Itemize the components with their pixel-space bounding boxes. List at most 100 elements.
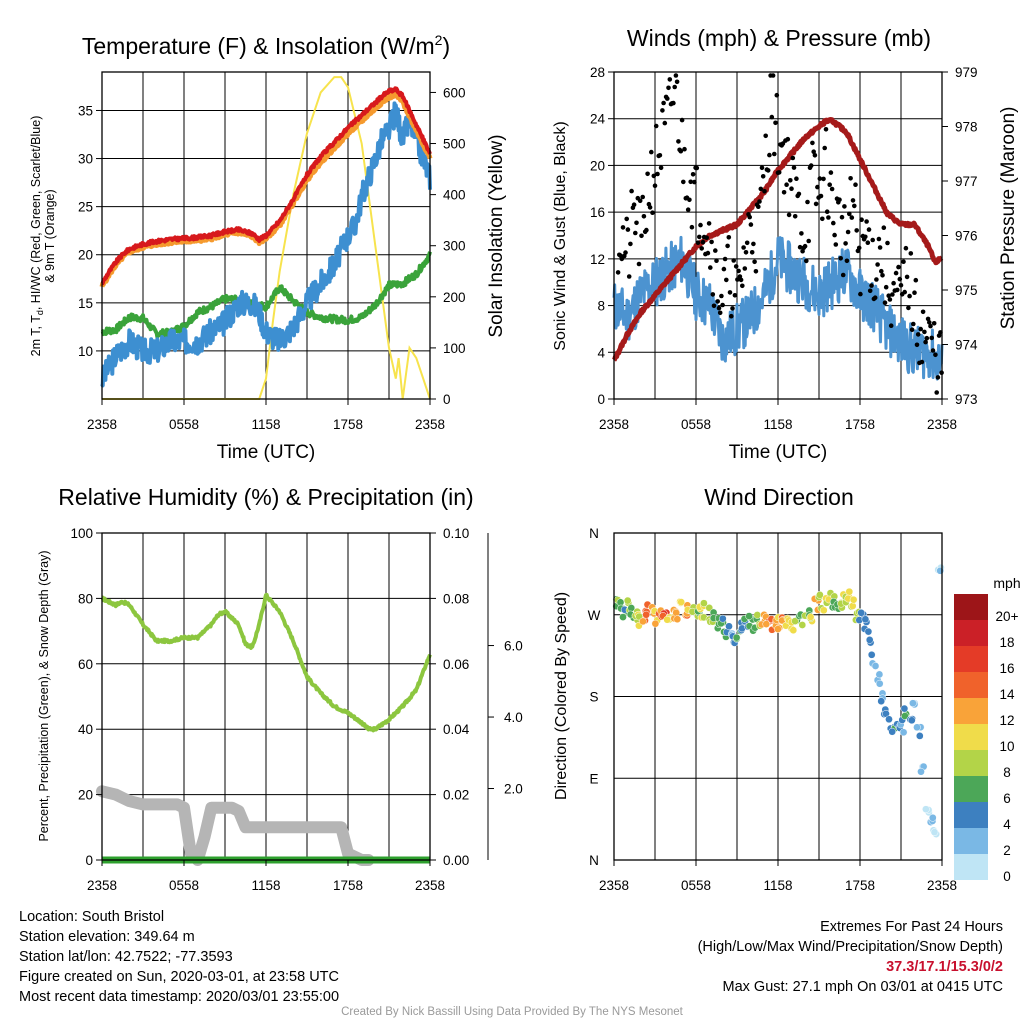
gust-point bbox=[838, 255, 843, 261]
extremes-legend: (High/Low/Max Wind/Precipitation/Snow De… bbox=[697, 939, 1003, 955]
gust-point bbox=[639, 233, 644, 239]
humidity-panel-title: Relative Humidity (%) & Precipitation (i… bbox=[58, 484, 473, 510]
humidity-y2tick-label: 0.00 bbox=[443, 853, 469, 868]
gust-point bbox=[796, 191, 802, 197]
grid-layer bbox=[102, 72, 942, 860]
direction-xtick-label: 2358 bbox=[599, 878, 629, 893]
gust-point bbox=[806, 238, 811, 244]
direction-point bbox=[864, 627, 873, 636]
gust-point bbox=[652, 183, 658, 188]
gust-point bbox=[922, 329, 927, 335]
gust-point bbox=[762, 189, 767, 194]
gust-point bbox=[883, 284, 889, 290]
humidity-y2tick-label: 0.02 bbox=[443, 788, 469, 803]
gust-point bbox=[920, 309, 926, 315]
direction-point bbox=[845, 587, 854, 596]
direction-point bbox=[816, 591, 824, 599]
colorbar-label: 2 bbox=[1003, 843, 1011, 858]
humidity-ytick-label: 100 bbox=[70, 526, 93, 541]
gust-point bbox=[893, 270, 899, 276]
temperature-xlabel: Time (UTC) bbox=[217, 442, 316, 463]
gust-point bbox=[752, 259, 757, 265]
winds-ytick-label: 24 bbox=[590, 112, 606, 127]
direction-point bbox=[865, 636, 874, 644]
extremes-values: 37.3/17.1/15.3/0/2 bbox=[886, 959, 1003, 975]
winds-ytick-label: 28 bbox=[590, 65, 605, 80]
gust-point bbox=[808, 163, 814, 168]
direction-point bbox=[922, 805, 930, 814]
gust-point bbox=[733, 264, 739, 269]
gust-point bbox=[623, 250, 628, 255]
gust-point bbox=[724, 277, 729, 283]
gust-point bbox=[925, 316, 931, 322]
temperature-ylabel: 2m T, Td, HI/WC (Red, Green, Scarlet/Blu… bbox=[29, 116, 45, 357]
temperature-ytick-label: 35 bbox=[78, 103, 93, 118]
gust-point bbox=[829, 186, 835, 192]
colorbar-label: 4 bbox=[1003, 817, 1011, 832]
gust-point bbox=[823, 127, 829, 132]
gust-point bbox=[657, 153, 663, 158]
gust-point bbox=[628, 241, 633, 247]
direction-point bbox=[913, 723, 921, 732]
winds-y2tick-label: 975 bbox=[955, 283, 978, 298]
gust-point bbox=[673, 73, 679, 78]
direction-ylabel: Direction (Colored By Speed) bbox=[553, 592, 570, 800]
gust-point bbox=[888, 323, 894, 329]
direction-point bbox=[857, 608, 866, 617]
gust-point bbox=[665, 96, 670, 101]
gust-point bbox=[882, 300, 888, 306]
direction-point bbox=[673, 615, 682, 624]
gust-point bbox=[919, 359, 925, 365]
gust-point bbox=[891, 280, 896, 286]
gust-point bbox=[744, 240, 750, 246]
gust-point bbox=[692, 179, 697, 185]
direction-point bbox=[774, 625, 782, 633]
gust-point bbox=[760, 174, 766, 179]
gust-point bbox=[625, 227, 631, 232]
gust-point bbox=[740, 283, 745, 289]
gust-point bbox=[714, 258, 719, 264]
frame-layer bbox=[101, 71, 943, 861]
gust-point bbox=[717, 310, 723, 316]
gust-point bbox=[817, 176, 823, 181]
humidity-ylabel: Percent, Precipitation (Green), & Snow D… bbox=[37, 550, 51, 841]
winds-y2tick-label: 973 bbox=[955, 392, 978, 407]
gust-point bbox=[826, 215, 831, 220]
gust-point bbox=[828, 170, 834, 175]
humidity-ytick-label: 40 bbox=[78, 722, 93, 737]
gust-point bbox=[811, 149, 816, 154]
colorbar-label: 20+ bbox=[996, 609, 1019, 624]
gust-point bbox=[845, 229, 851, 235]
extremes-info: Extremes For Past 24 Hours (High/Low/Max… bbox=[698, 917, 1003, 997]
relative-humidity-line bbox=[100, 592, 432, 733]
gust-point bbox=[757, 199, 762, 204]
gust-point bbox=[786, 212, 792, 218]
colorbar-swatch bbox=[954, 594, 988, 620]
gust-point bbox=[895, 287, 900, 293]
temperature-y2tick-label: 100 bbox=[443, 341, 466, 356]
gust-point bbox=[729, 313, 734, 319]
winds-y2tick-label: 978 bbox=[955, 120, 978, 135]
direction-point bbox=[798, 621, 807, 629]
winds-ytick-label: 0 bbox=[597, 392, 605, 407]
pressure-line bbox=[612, 117, 944, 362]
gust-point bbox=[847, 211, 852, 217]
gust-point bbox=[867, 288, 873, 294]
direction-point bbox=[877, 697, 886, 706]
gust-point bbox=[708, 265, 713, 270]
gust-point bbox=[753, 269, 759, 274]
gust-point bbox=[820, 216, 825, 222]
gust-point bbox=[773, 120, 778, 126]
gust-point bbox=[864, 219, 869, 224]
gust-point bbox=[833, 242, 839, 247]
gust-point bbox=[913, 277, 919, 283]
colorbar-swatch bbox=[954, 802, 988, 828]
gust-point bbox=[906, 305, 911, 311]
gust-point bbox=[923, 339, 928, 345]
gust-point bbox=[649, 149, 654, 155]
gust-point bbox=[886, 293, 891, 299]
gust-point bbox=[840, 272, 846, 278]
gust-point bbox=[681, 179, 686, 185]
temperature-ytick-label: 30 bbox=[78, 152, 93, 167]
direction-ytick-label: N bbox=[589, 853, 599, 868]
